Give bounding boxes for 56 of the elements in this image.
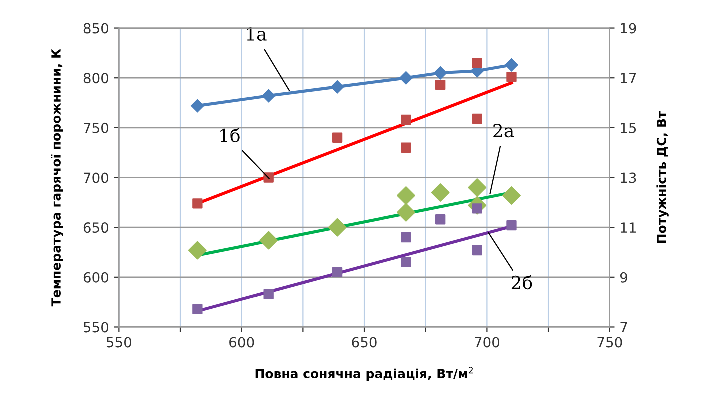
point (472, 58, 482, 68)
y-tick-label: 850 (84, 23, 109, 34)
point (332, 132, 343, 143)
y-tick-label: 700 (84, 172, 109, 184)
point (192, 304, 203, 314)
y2-tick-label: 7 (620, 322, 628, 333)
point (262, 89, 276, 103)
point (472, 245, 482, 256)
point (435, 80, 446, 90)
point (401, 114, 412, 126)
point (401, 142, 412, 153)
y2-axis-title: Потужність ДС, Вт (656, 111, 669, 244)
x-tick-label: 550 (106, 337, 132, 348)
point (468, 178, 487, 197)
point (400, 72, 413, 85)
point (397, 203, 416, 222)
annotation: 2а (494, 124, 514, 138)
point (435, 214, 446, 225)
y-tick-label: 550 (84, 322, 109, 333)
point (434, 66, 448, 80)
y-tick-label: 600 (84, 272, 109, 283)
point (397, 186, 416, 205)
annotation: 2б (512, 275, 532, 290)
point (332, 267, 343, 278)
point (264, 289, 274, 300)
point (401, 257, 412, 268)
point (506, 72, 517, 82)
point (505, 58, 518, 72)
point (328, 218, 347, 237)
y-tick-label: 650 (84, 222, 109, 234)
y-tick-label: 750 (84, 122, 109, 134)
annotation: 1а (247, 27, 267, 41)
point (472, 114, 482, 124)
point (191, 99, 204, 113)
annotation: 1б (220, 128, 240, 143)
point (502, 186, 521, 205)
x-tick-label: 600 (230, 337, 254, 348)
point (192, 198, 203, 209)
y2-tick-label: 17 (621, 73, 636, 84)
x-tick-label: 650 (352, 337, 377, 348)
point (431, 184, 450, 202)
y-tick-label: 800 (84, 73, 109, 84)
y2-tick-label: 9 (620, 272, 628, 283)
y-axis-title: Температура гарячої порожнини, К (51, 48, 64, 307)
point (506, 220, 517, 231)
point (401, 232, 412, 243)
point (260, 231, 278, 250)
point (188, 241, 207, 260)
y2-tick-label: 19 (621, 23, 636, 34)
x-tick-label: 750 (598, 337, 622, 348)
x-axis-title: Повна сонячна радіація, Вт/м$^{2}$ (256, 367, 473, 381)
y2-tick-label: 15 (621, 123, 636, 134)
x-tick-label: 700 (475, 337, 500, 348)
point (330, 80, 344, 94)
y2-tick-label: 11 (621, 222, 636, 233)
y2-tick-label: 13 (621, 172, 636, 184)
